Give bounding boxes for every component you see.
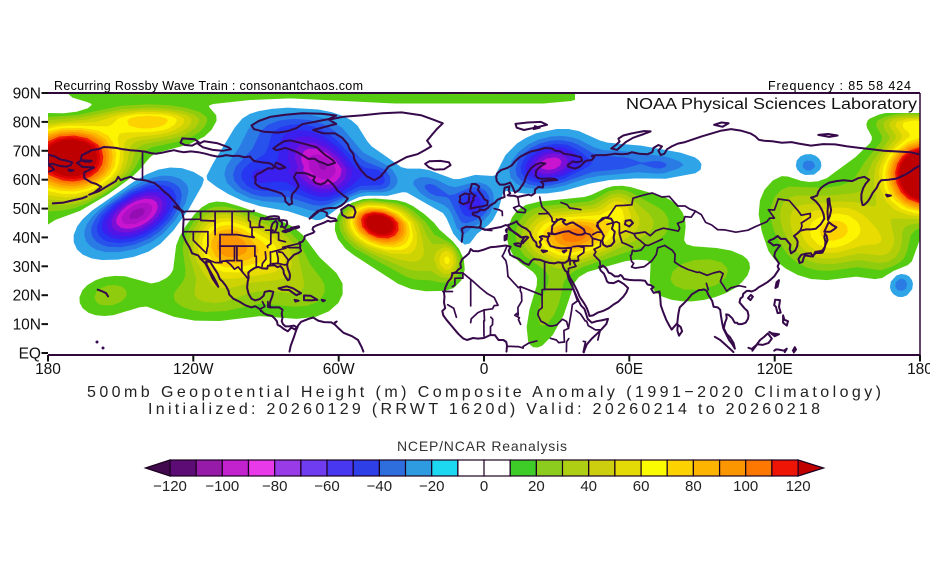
svg-text:20: 20 xyxy=(528,478,545,495)
svg-text:50N: 50N xyxy=(13,201,41,218)
svg-text:60N: 60N xyxy=(13,172,41,189)
svg-text:120: 120 xyxy=(786,478,811,495)
svg-text:−120: −120 xyxy=(153,478,187,495)
svg-text:Recurring Rossby Wave Train :: Recurring Rossby Wave Train : consonantc… xyxy=(54,79,363,93)
svg-text:60: 60 xyxy=(633,478,650,495)
svg-text:40: 40 xyxy=(580,478,597,495)
svg-text:−60: −60 xyxy=(314,478,339,495)
svg-text:80N: 80N xyxy=(13,114,41,131)
svg-text:60W: 60W xyxy=(323,361,355,378)
svg-text:60E: 60E xyxy=(616,361,644,378)
svg-text:70N: 70N xyxy=(13,143,41,160)
svg-text:−100: −100 xyxy=(205,478,239,495)
svg-text:10N: 10N xyxy=(13,317,41,334)
svg-text:20N: 20N xyxy=(13,288,41,305)
svg-text:−80: −80 xyxy=(262,478,287,495)
svg-text:100: 100 xyxy=(733,478,758,495)
svg-text:180: 180 xyxy=(907,361,930,378)
svg-text:90N: 90N xyxy=(13,86,41,103)
svg-text:40N: 40N xyxy=(13,230,41,247)
svg-text:30N: 30N xyxy=(13,259,41,276)
svg-text:180: 180 xyxy=(35,361,61,378)
svg-text:NOAA Physical Sciences Laborat: NOAA Physical Sciences Laboratory xyxy=(626,96,917,113)
svg-text:0: 0 xyxy=(480,478,488,495)
svg-text:−40: −40 xyxy=(367,478,392,495)
svg-text:80: 80 xyxy=(685,478,702,495)
svg-text:120E: 120E xyxy=(757,361,793,378)
svg-text:Frequency : 85 58 424: Frequency : 85 58 424 xyxy=(768,79,911,93)
svg-text:120W: 120W xyxy=(173,361,214,378)
svg-text:0: 0 xyxy=(480,361,489,378)
svg-text:−20: −20 xyxy=(419,478,444,495)
svg-text:EQ: EQ xyxy=(19,346,41,363)
svg-text:NCEP/NCAR Reanalysis: NCEP/NCAR Reanalysis xyxy=(397,438,567,454)
